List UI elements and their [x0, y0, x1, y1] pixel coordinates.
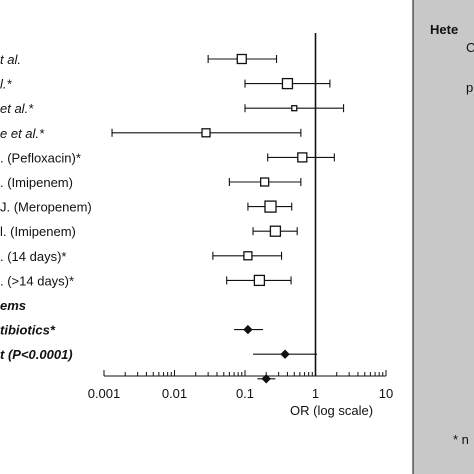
point-estimate-square [243, 251, 253, 261]
row-label: . (Pefloxacin)* [0, 150, 81, 165]
row-label: J. (Meropenem) [0, 200, 92, 215]
side-panel-footnote: * n [453, 432, 469, 447]
point-estimate-square [297, 152, 308, 163]
x-tick-label: 10 [379, 386, 393, 401]
row-label: tibiotics* [0, 323, 56, 338]
point-estimate-square [281, 77, 294, 90]
row-label: . (>14 days)* [0, 273, 74, 288]
row-label: t al. [0, 52, 21, 67]
x-tick-label: 0.01 [162, 386, 187, 401]
x-tick-label: 0.001 [88, 386, 121, 401]
point-estimate-square [269, 225, 282, 237]
side-panel [413, 0, 474, 474]
side-panel-line2: p [466, 80, 473, 95]
side-panel-line1: C [466, 40, 474, 55]
point-estimate-square [260, 177, 270, 187]
row-label: l. (Imipenem) [0, 224, 76, 239]
point-estimate-square [201, 128, 211, 138]
row-label: . (Imipenem) [0, 175, 73, 190]
x-tick-label: 1 [312, 386, 319, 401]
pooled-estimate-diamond [243, 324, 253, 335]
pooled-estimate-diamond [280, 349, 290, 359]
pooled-estimate-diamond [261, 374, 271, 384]
row-label: t (P<0.0001) [0, 347, 73, 362]
point-estimate-square [236, 53, 247, 65]
point-estimate-square [264, 200, 277, 213]
point-estimate-square [253, 274, 266, 287]
row-label: ems [0, 298, 26, 313]
x-axis-label: OR (log scale) [290, 403, 373, 418]
plot-area: 0.001 0.01 0.1 1 10 t al. l.* et al.* e et al.*.… [0, 33, 393, 401]
side-panel-title: Hete [430, 22, 458, 37]
row-label: et al.* [0, 101, 34, 116]
row-label: . (14 days)* [0, 249, 66, 264]
point-estimate-square [291, 105, 298, 112]
row-label: e et al.* [0, 126, 45, 141]
x-tick-label: 0.1 [236, 386, 254, 401]
row-label: l.* [0, 77, 13, 92]
